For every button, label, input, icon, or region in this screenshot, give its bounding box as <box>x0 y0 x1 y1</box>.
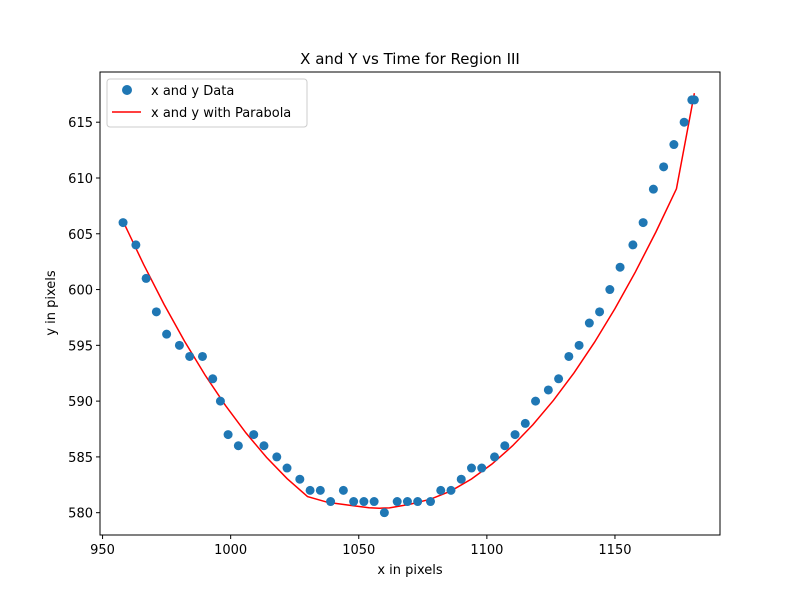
data-point <box>338 485 348 495</box>
data-point <box>197 351 207 361</box>
data-point <box>628 240 638 250</box>
data-point <box>466 463 476 473</box>
data-point <box>151 307 161 317</box>
data-point <box>477 463 487 473</box>
data-point <box>436 485 446 495</box>
x-axis: 950 1000 1050 1100 1150 <box>90 535 632 558</box>
data-point <box>584 318 594 328</box>
data-point <box>359 497 369 507</box>
data-point <box>564 351 574 361</box>
data-point <box>554 374 564 384</box>
y-tick-label-590: 590 <box>68 395 93 410</box>
chart-title: X and Y vs Time for Region III <box>300 50 520 68</box>
data-point <box>531 396 541 406</box>
data-point <box>669 140 679 150</box>
data-point <box>605 285 615 295</box>
data-point <box>659 162 669 172</box>
y-tick-label-610: 610 <box>68 172 93 187</box>
data-point <box>185 351 195 361</box>
data-point <box>500 441 510 451</box>
data-point <box>162 329 172 339</box>
data-point <box>326 497 336 507</box>
data-point <box>215 396 225 406</box>
data-point <box>233 441 243 451</box>
legend-label-data: x and y Data <box>151 84 234 99</box>
data-point <box>689 95 699 105</box>
x-tick-label-1000: 1000 <box>214 543 247 558</box>
data-point <box>456 474 466 484</box>
data-point <box>315 485 325 495</box>
legend-marker-data <box>122 85 132 95</box>
data-point <box>174 340 184 350</box>
data-point <box>131 240 141 250</box>
legend-label-parabola: x and y with Parabola <box>151 106 291 121</box>
data-point <box>259 441 269 451</box>
data-point <box>510 430 520 440</box>
data-point <box>295 474 305 484</box>
y-axis-label: y in pixels <box>44 270 59 336</box>
data-point <box>574 340 584 350</box>
data-point <box>425 497 435 507</box>
x-axis-label: x in pixels <box>377 563 443 578</box>
data-point <box>490 452 500 462</box>
data-point <box>392 497 402 507</box>
data-point <box>543 385 553 395</box>
y-tick-label-615: 615 <box>68 116 93 131</box>
data-point <box>249 430 259 440</box>
data-point <box>520 418 530 428</box>
x-tick-label-1050: 1050 <box>342 543 375 558</box>
data-point <box>648 184 658 194</box>
data-layer <box>118 93 699 518</box>
data-point <box>349 497 359 507</box>
data-point <box>208 374 218 384</box>
data-point <box>413 497 423 507</box>
data-point <box>223 430 233 440</box>
data-point <box>141 273 151 283</box>
y-axis: 580 585 590 595 600 605 610 615 <box>68 116 100 522</box>
y-tick-label-595: 595 <box>68 339 93 354</box>
data-point <box>402 497 412 507</box>
legend-box <box>106 78 308 128</box>
x-tick-label-1100: 1100 <box>470 543 503 558</box>
y-tick-label-605: 605 <box>68 228 93 243</box>
x-tick-label-1150: 1150 <box>598 543 631 558</box>
data-point <box>615 262 625 272</box>
plot-area: 950 1000 1050 1100 1150 580 585 590 595 600 605 61… <box>68 71 721 558</box>
y-tick-label-580: 580 <box>68 507 93 522</box>
data-point <box>679 117 689 127</box>
data-point <box>446 485 456 495</box>
y-tick-label-600: 600 <box>68 284 93 299</box>
y-tick-label-585: 585 <box>68 451 93 466</box>
data-point <box>282 463 292 473</box>
data-point <box>379 508 389 518</box>
data-point <box>272 452 282 462</box>
x-tick-label-950: 950 <box>90 543 115 558</box>
data-point <box>595 307 605 317</box>
plot-frame <box>99 71 721 536</box>
data-point <box>369 497 379 507</box>
legend: x and y Data x and y with Parabola <box>106 78 308 128</box>
data-point <box>118 218 128 228</box>
data-point <box>638 218 648 228</box>
data-point <box>305 485 315 495</box>
